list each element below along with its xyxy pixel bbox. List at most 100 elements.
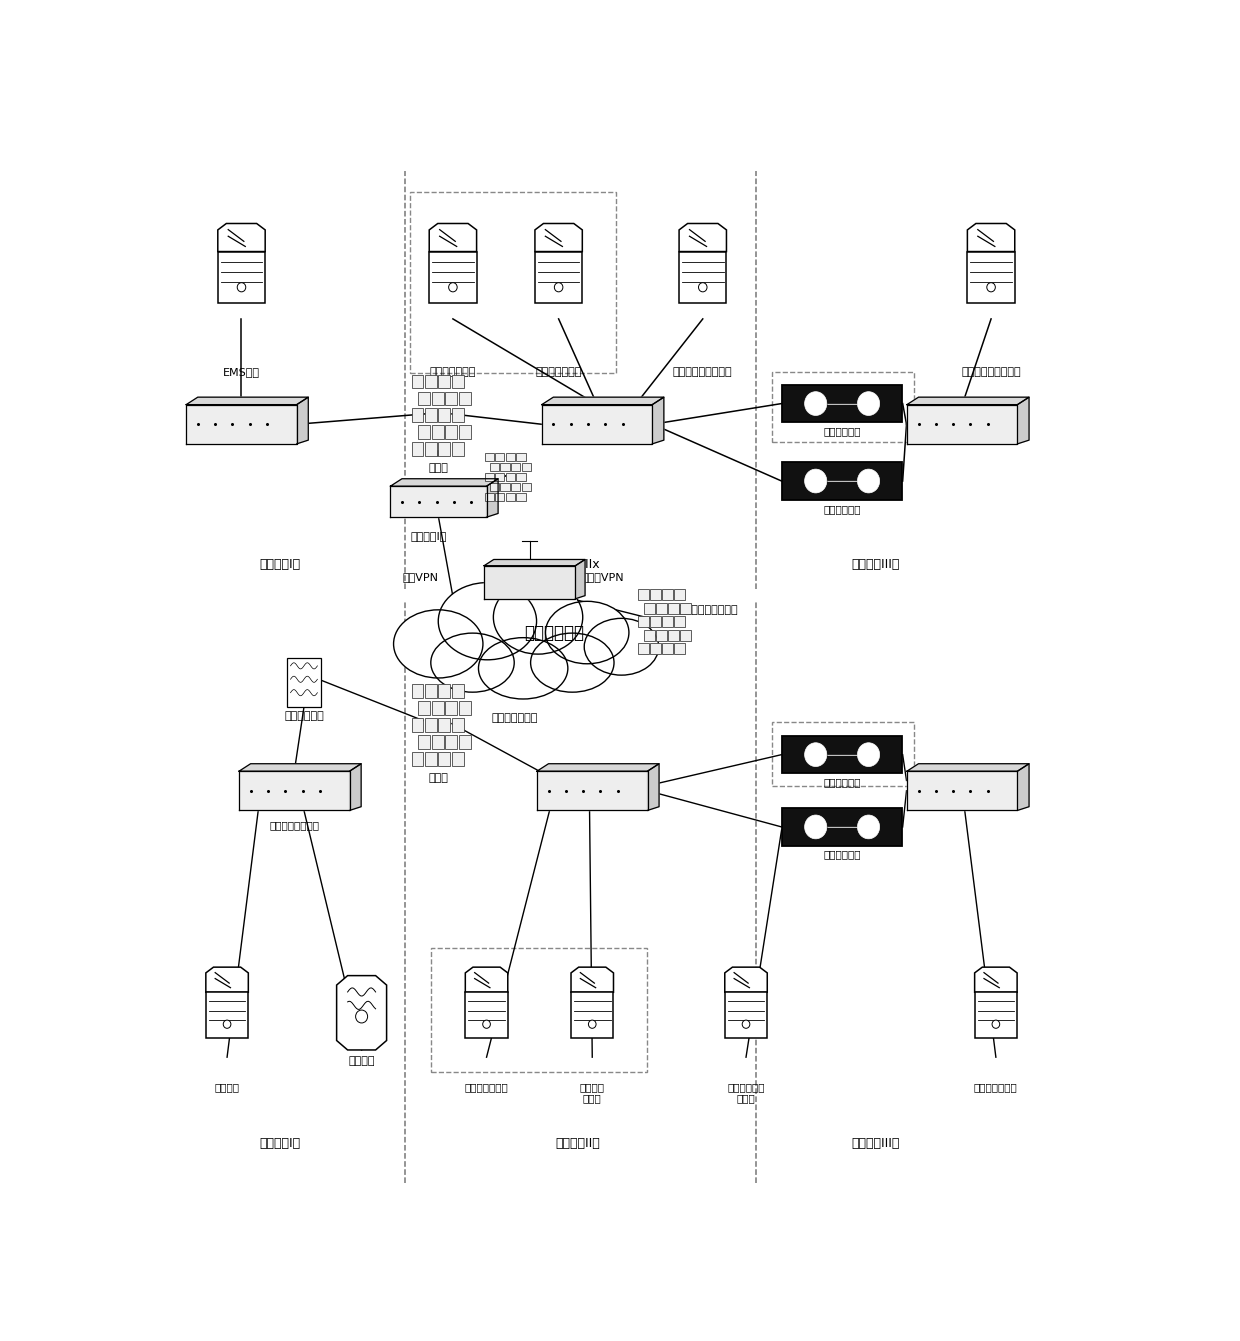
Text: 电网安全I区: 电网安全I区 <box>410 531 448 540</box>
Bar <box>668 602 680 614</box>
Circle shape <box>858 815 879 839</box>
Bar <box>412 719 423 732</box>
Polygon shape <box>218 252 265 303</box>
Bar <box>501 463 510 471</box>
Polygon shape <box>542 405 652 444</box>
Bar <box>445 701 458 715</box>
Polygon shape <box>975 992 1017 1038</box>
Bar <box>681 602 691 614</box>
Polygon shape <box>484 559 585 566</box>
Bar <box>412 752 423 766</box>
Polygon shape <box>239 764 361 771</box>
Bar <box>418 701 430 715</box>
Polygon shape <box>534 224 583 252</box>
Circle shape <box>356 1010 367 1023</box>
Polygon shape <box>350 764 361 810</box>
Bar <box>451 443 464 456</box>
Polygon shape <box>652 397 663 444</box>
Ellipse shape <box>494 581 583 654</box>
Bar <box>459 735 470 750</box>
Bar <box>681 629 691 641</box>
Text: 发电曲线: 发电曲线 <box>215 1082 239 1092</box>
Polygon shape <box>486 479 498 518</box>
Bar <box>439 409 450 422</box>
Bar <box>485 492 494 500</box>
Circle shape <box>589 1021 596 1029</box>
Polygon shape <box>186 397 309 405</box>
Bar <box>451 374 464 389</box>
Polygon shape <box>967 252 1014 303</box>
Text: 主站煤耗应用服务器: 主站煤耗应用服务器 <box>961 367 1021 377</box>
Bar <box>675 616 684 628</box>
Circle shape <box>223 1021 231 1029</box>
Bar <box>418 425 430 440</box>
Ellipse shape <box>531 633 614 692</box>
Bar <box>439 684 450 699</box>
Polygon shape <box>906 405 1018 444</box>
Bar <box>645 602 655 614</box>
Text: 电厂安全I区: 电厂安全I区 <box>259 1137 300 1149</box>
Text: 煤耗应用服务器: 煤耗应用服务器 <box>973 1082 1018 1092</box>
Circle shape <box>237 283 246 292</box>
Bar <box>782 809 903 846</box>
Polygon shape <box>1018 397 1029 444</box>
Bar <box>516 492 526 500</box>
Bar <box>656 629 667 641</box>
Bar <box>451 752 464 766</box>
Polygon shape <box>680 224 727 252</box>
Text: 远动装置: 远动装置 <box>348 1057 374 1066</box>
Text: EMS调调: EMS调调 <box>223 367 260 377</box>
Bar <box>445 392 458 405</box>
Bar <box>662 589 673 601</box>
Bar <box>451 684 464 699</box>
Polygon shape <box>967 224 1014 252</box>
Bar <box>662 642 673 654</box>
Bar <box>522 463 531 471</box>
Ellipse shape <box>438 582 537 660</box>
Ellipse shape <box>479 638 568 699</box>
Bar <box>439 443 450 456</box>
Bar <box>418 392 430 405</box>
Bar <box>439 719 450 732</box>
Text: 主站煤耗通讯服务器: 主站煤耗通讯服务器 <box>673 367 733 377</box>
Polygon shape <box>296 397 309 444</box>
Bar <box>516 472 526 481</box>
Bar <box>782 463 903 500</box>
Bar <box>511 463 521 471</box>
Bar <box>495 453 505 461</box>
Bar <box>511 483 521 491</box>
Bar <box>425 752 436 766</box>
Circle shape <box>449 283 458 292</box>
Polygon shape <box>336 976 387 1050</box>
Polygon shape <box>906 771 1018 810</box>
Bar <box>459 701 470 715</box>
Text: 正向隔离装置: 正向隔离装置 <box>823 504 861 514</box>
Polygon shape <box>239 771 350 810</box>
Bar <box>439 374 450 389</box>
Bar <box>506 472 515 481</box>
Circle shape <box>482 1021 490 1029</box>
Text: 非实时VPN: 非实时VPN <box>582 573 624 582</box>
Bar <box>425 719 436 732</box>
Text: 纵向互联防火墙: 纵向互联防火墙 <box>491 713 538 724</box>
Text: 中站计算服务器: 中站计算服务器 <box>430 367 476 377</box>
Text: 子站计算服务器: 子站计算服务器 <box>465 1082 508 1092</box>
Bar <box>286 657 321 707</box>
Circle shape <box>805 392 827 416</box>
Text: 实时控制区交换机: 实时控制区交换机 <box>269 819 320 830</box>
Bar <box>506 492 515 500</box>
Text: 实时VPN: 实时VPN <box>403 573 439 582</box>
Polygon shape <box>647 764 658 810</box>
Bar <box>490 463 500 471</box>
Bar <box>451 719 464 732</box>
Text: 反向隔离装置: 反向隔离装置 <box>823 850 861 860</box>
Bar <box>432 735 444 750</box>
Polygon shape <box>906 764 1029 771</box>
Polygon shape <box>570 992 614 1038</box>
Text: 电厂安全II区: 电厂安全II区 <box>556 1137 600 1149</box>
Polygon shape <box>537 771 647 810</box>
Polygon shape <box>680 252 727 303</box>
Text: 省调度数据网: 省调度数据网 <box>523 624 584 642</box>
Bar <box>412 443 423 456</box>
Polygon shape <box>570 967 614 992</box>
